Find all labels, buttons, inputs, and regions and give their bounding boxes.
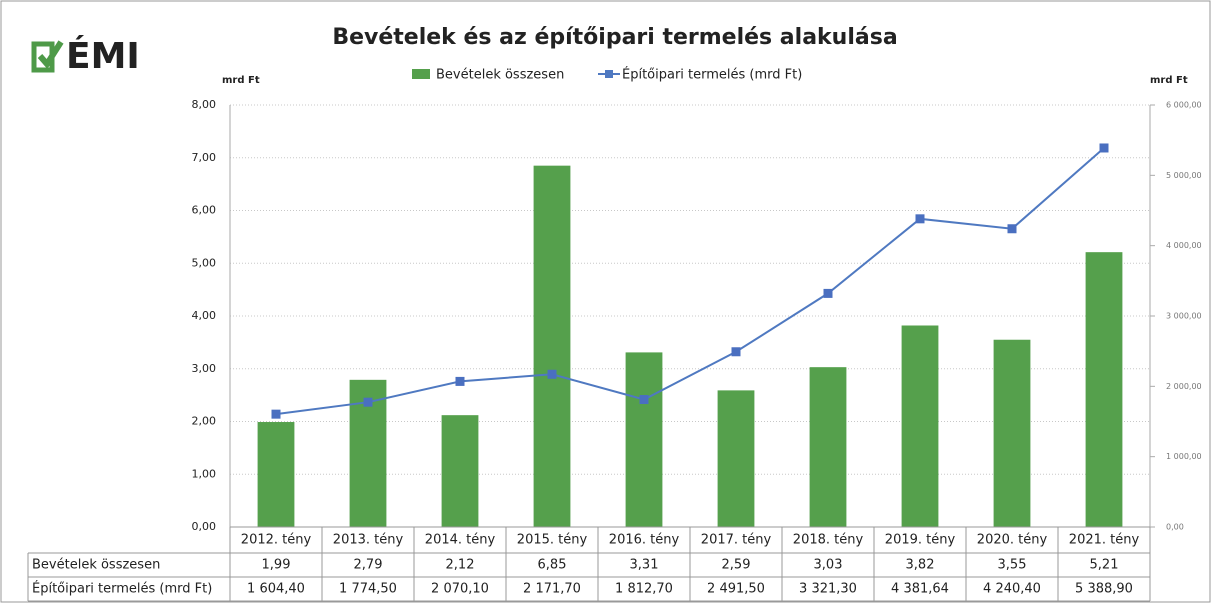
table-value: 3 321,30 [799, 582, 857, 597]
table-value: 1 774,50 [339, 582, 397, 597]
table-value: 2 491,50 [707, 582, 765, 597]
table-value: 3,82 [906, 558, 935, 573]
logo: ÉMI [31, 35, 140, 77]
legend-label: Bevételek összesen [436, 68, 564, 83]
y2-axis-label: mrd Ft [1150, 75, 1188, 86]
marker [915, 214, 925, 224]
y-axis-label: mrd Ft [222, 75, 260, 86]
line [275, 147, 1105, 416]
marker [271, 409, 281, 419]
table-value: 2 070,10 [431, 582, 489, 597]
logo-text: ÉMI [66, 35, 140, 77]
x-tick-label: 2020. tény [977, 533, 1048, 548]
bar [257, 422, 295, 527]
table-value: 5 388,90 [1075, 582, 1133, 597]
table-value: 6,85 [538, 558, 567, 573]
bar [809, 367, 847, 527]
table-value: 4 240,40 [983, 582, 1041, 597]
y-tick-label: 1,00 [192, 467, 217, 480]
table-value: 2 171,70 [523, 582, 581, 597]
bar [717, 390, 755, 527]
y2-tick-label: 5 000,00 [1166, 171, 1202, 180]
y-tick-label: 4,00 [192, 309, 217, 322]
x-tick-label: 2014. tény [425, 533, 496, 548]
marker [547, 369, 557, 379]
chart-title: Bevételek és az építőipari termelés alak… [332, 25, 897, 50]
x-tick-label: 2019. tény [885, 533, 956, 548]
marker [731, 347, 741, 357]
table-value: 5,21 [1090, 558, 1119, 573]
marker [455, 376, 465, 386]
y2-tick-label: 0,00 [1166, 523, 1184, 532]
bar [441, 415, 479, 527]
y2-tick-label: 3 000,00 [1166, 312, 1202, 321]
table-value: 3,31 [630, 558, 659, 573]
table-value: 4 381,64 [891, 582, 949, 597]
x-tick-label: 2016. tény [609, 533, 680, 548]
x-tick-label: 2015. tény [517, 533, 588, 548]
table-value: 1 604,40 [247, 582, 305, 597]
y2-tick-label: 4 000,00 [1166, 241, 1202, 250]
bar [993, 339, 1031, 527]
x-tick-label: 2018. tény [793, 533, 864, 548]
table-value: 1,99 [262, 558, 291, 573]
y2-tick-label: 6 000,00 [1166, 101, 1202, 110]
y-tick-label: 5,00 [192, 256, 217, 269]
x-tick-label: 2012. tény [241, 533, 312, 548]
table-row-label: Bevételek összesen [32, 558, 160, 573]
bar [625, 352, 663, 527]
x-tick-label: 2017. tény [701, 533, 772, 548]
legend-label: Építőipari termelés (mrd Ft) [622, 67, 802, 83]
table-value: 2,59 [722, 558, 751, 573]
y-tick-label: 0,00 [192, 520, 217, 533]
bar [1085, 252, 1123, 528]
x-tick-label: 2021. tény [1069, 533, 1140, 548]
y2-tick-label: 2 000,00 [1166, 382, 1202, 391]
marker [1007, 224, 1017, 234]
table-value: 2,79 [354, 558, 383, 573]
y-tick-label: 3,00 [192, 362, 217, 375]
bar [901, 325, 939, 527]
legend-swatch [412, 69, 430, 79]
marker [1099, 143, 1109, 153]
marker [823, 288, 833, 298]
legend-swatch [605, 70, 613, 78]
y-tick-label: 6,00 [192, 204, 217, 217]
table-value: 2,12 [446, 558, 475, 573]
table-value: 1 812,70 [615, 582, 673, 597]
table-row-label: Építőipari termelés (mrd Ft) [32, 581, 212, 597]
bar [533, 165, 571, 527]
table-value: 3,03 [814, 558, 843, 573]
table-value: 3,55 [998, 558, 1027, 573]
y-tick-label: 7,00 [192, 151, 217, 164]
marker [363, 397, 373, 407]
y2-tick-label: 1 000,00 [1166, 452, 1202, 461]
x-tick-label: 2013. tény [333, 533, 404, 548]
y-tick-label: 8,00 [192, 98, 217, 111]
marker [639, 395, 649, 405]
y-tick-label: 2,00 [192, 415, 217, 428]
